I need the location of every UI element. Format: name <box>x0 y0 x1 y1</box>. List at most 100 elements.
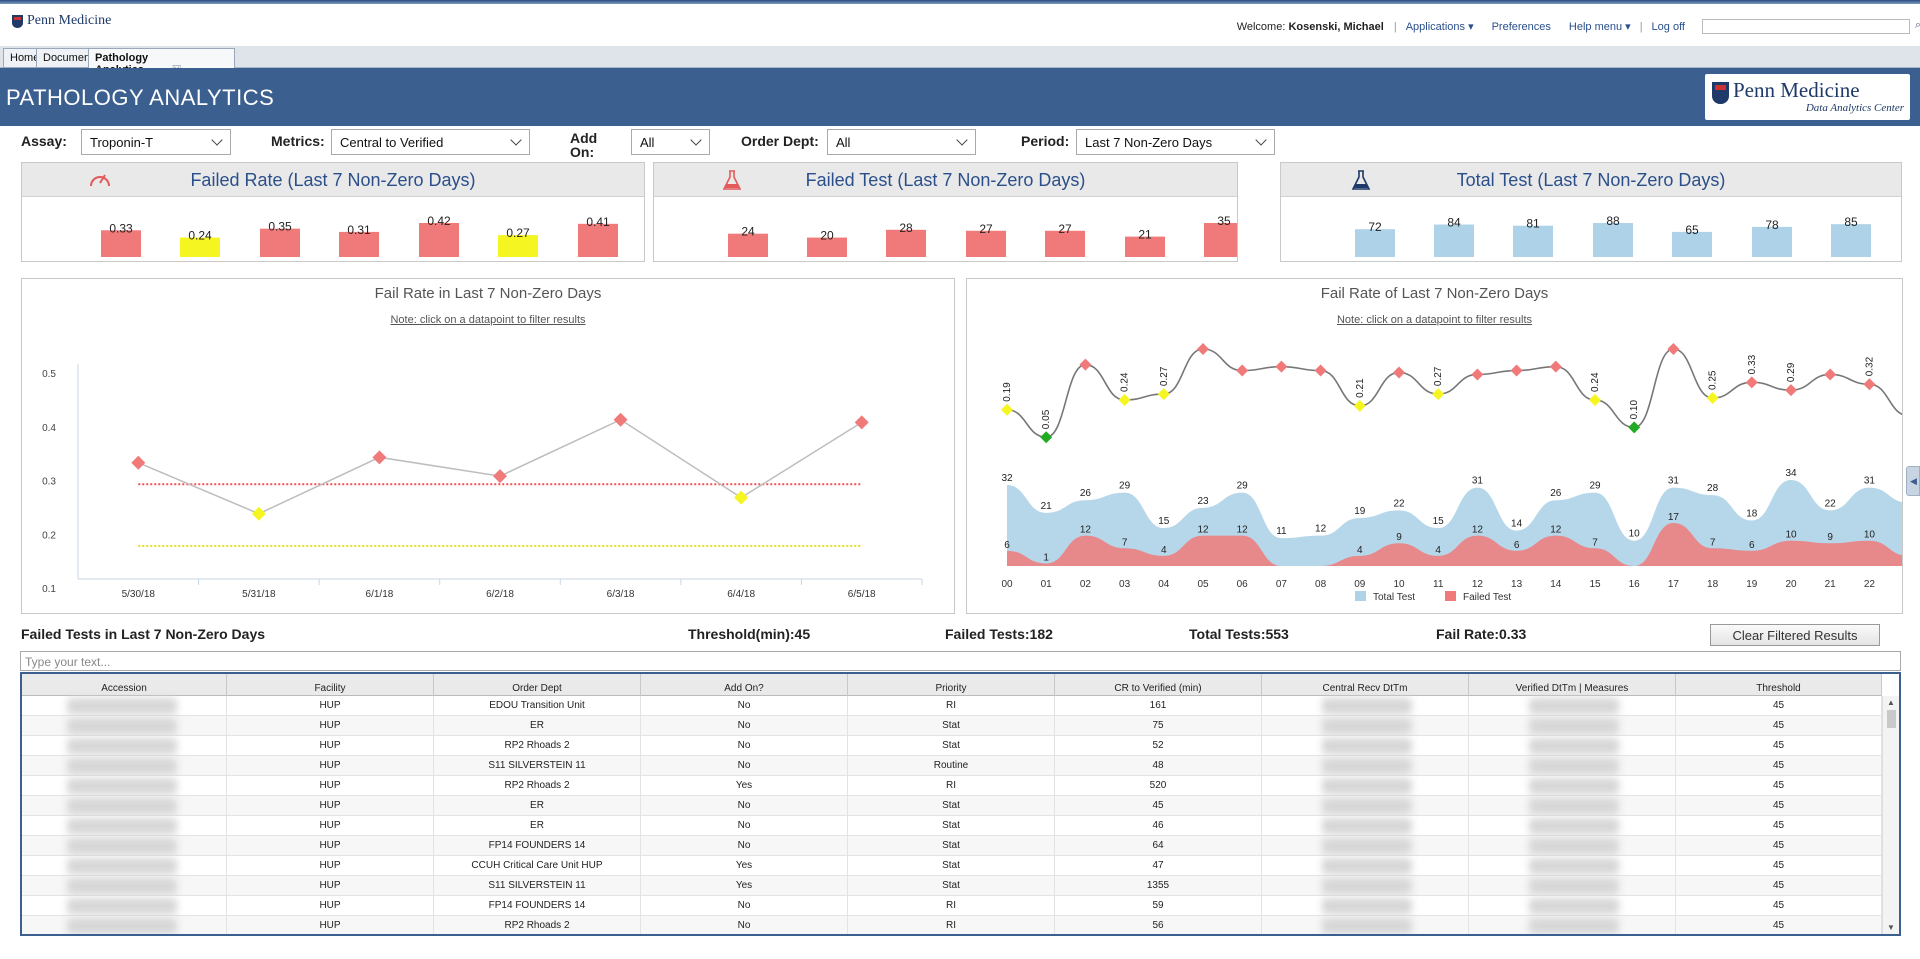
fail-rate-point[interactable] <box>1157 388 1170 401</box>
brand-logo[interactable]: Penn Medicine <box>12 13 111 29</box>
assay-select[interactable]: Troponin-T <box>81 129 231 155</box>
kpi-bar[interactable] <box>1434 224 1474 257</box>
data-point[interactable] <box>734 490 749 505</box>
fail-rate-point[interactable] <box>1079 358 1092 371</box>
fail-rate-point[interactable] <box>1510 364 1523 377</box>
fail-rate-point[interactable] <box>1667 343 1680 355</box>
fail-rate-point[interactable] <box>1785 384 1797 397</box>
column-header[interactable]: CR to Verified (min) <box>1055 674 1262 696</box>
kpi-bar[interactable] <box>578 223 618 257</box>
table-row[interactable]: HUP RP2 Rhoads 2 Yes RI 520 45 <box>22 776 1882 796</box>
fail-rate-point[interactable] <box>1549 360 1562 373</box>
fail-rate-point[interactable] <box>1353 399 1366 412</box>
column-header[interactable]: Facility <box>227 674 434 696</box>
chart-note[interactable]: Note: click on a datapoint to filter res… <box>390 314 586 326</box>
kpi-bar[interactable] <box>498 235 538 257</box>
kpi-bar[interactable] <box>101 230 141 257</box>
kpi-bar[interactable] <box>419 223 459 257</box>
table-search-input[interactable]: Type your text... <box>20 651 1901 671</box>
data-point[interactable] <box>493 469 507 484</box>
fail-rate-point[interactable] <box>1393 366 1405 379</box>
kpi-bar[interactable] <box>728 233 768 257</box>
kpi-bar[interactable] <box>886 229 926 257</box>
search-icon[interactable]: ⌕ <box>1914 19 1920 31</box>
table-row[interactable]: HUP EDOU Transition Unit No RI 161 45 <box>22 696 1882 716</box>
kpi-bar[interactable] <box>339 231 379 257</box>
fail-rate-point[interactable] <box>1471 368 1484 381</box>
kpi-bar[interactable] <box>1045 230 1085 257</box>
column-header[interactable]: Order Dept <box>434 674 641 696</box>
table-row[interactable]: HUP S11 SILVERSTEIN 11 Yes Stat 1355 45 <box>22 876 1882 896</box>
clear-filtered-results-button[interactable]: Clear Filtered Results <box>1710 624 1880 646</box>
tab-pathology-analytics[interactable]: Pathology Analytics⌕▭☒ <box>88 48 235 76</box>
kpi-bar[interactable] <box>1593 223 1633 257</box>
column-header[interactable]: Central Recv DtTm <box>1262 674 1469 696</box>
fail-rate-daily-chart[interactable]: 0.1 0.2 0.3 0.4 0.5 5/30/18 5/31/18 6/1/18 6/2/1… <box>22 279 954 613</box>
kpi-failed-rate[interactable]: Failed Rate (Last 7 Non-Zero Days) 0.33 0… <box>21 162 645 262</box>
fail-rate-point[interactable] <box>1040 431 1053 444</box>
fail-rate-point[interactable] <box>1001 403 1013 416</box>
fail-rate-point[interactable] <box>1275 360 1288 373</box>
scroll-up-icon[interactable]: ▲ <box>1887 698 1895 707</box>
data-point[interactable] <box>372 450 387 465</box>
kpi-bar[interactable] <box>1831 224 1871 257</box>
fail-rate-point[interactable] <box>1236 364 1249 377</box>
metrics-select[interactable]: Central to Verified <box>331 129 530 155</box>
table-row[interactable]: HUP FP14 FOUNDERS 14 No RI 59 45 <box>22 896 1882 916</box>
help-menu[interactable]: Help menu ▾ <box>1568 21 1631 33</box>
kpi-bar[interactable] <box>1204 223 1237 257</box>
preferences-link[interactable]: Preferences <box>1491 20 1551 33</box>
data-point[interactable] <box>613 412 628 427</box>
kpi-bar[interactable] <box>180 237 220 257</box>
chart-note[interactable]: Note: click on a datapoint to filter res… <box>1336 314 1533 326</box>
kpi-total-test[interactable]: Total Test (Last 7 Non-Zero Days) 72 84 81… <box>1280 162 1902 262</box>
fail-rate-point[interactable] <box>1863 378 1876 391</box>
order-dept-select[interactable]: All <box>827 129 976 155</box>
kpi-bar[interactable] <box>1125 236 1165 257</box>
kpi-bar[interactable] <box>966 230 1006 257</box>
kpi-bar-chart[interactable]: 72 84 81 88 65 78 85 <box>1281 197 1901 261</box>
collapse-panel-handle[interactable]: ◀ <box>1906 466 1920 496</box>
applications-menu[interactable]: Applications ▾ <box>1405 21 1474 33</box>
data-point[interactable] <box>131 455 146 470</box>
table-row[interactable]: HUP CCUH Critical Care Unit HUP Yes Stat 47 4… <box>22 856 1882 876</box>
column-header[interactable]: Add On? <box>641 674 848 696</box>
table-row[interactable]: HUP S11 SILVERSTEIN 11 No Routine 48 45 <box>22 756 1882 776</box>
column-header[interactable]: Verified DtTm | Measures <box>1469 674 1676 696</box>
column-header[interactable]: Accession <box>22 674 227 696</box>
kpi-bar[interactable] <box>1672 231 1712 257</box>
table-row[interactable]: HUP RP2 Rhoads 2 No RI 56 45 <box>22 916 1882 934</box>
fail-rate-point[interactable] <box>1628 421 1641 434</box>
kpi-failed-test[interactable]: Failed Test (Last 7 Non-Zero Days) 24 20 2… <box>653 162 1238 262</box>
scroll-down-icon[interactable]: ▼ <box>1887 923 1895 932</box>
table-row[interactable]: HUP ER No Stat 75 45 <box>22 716 1882 736</box>
addon-select[interactable]: All <box>631 129 710 155</box>
column-header[interactable]: Threshold <box>1676 674 1882 696</box>
table-row[interactable]: HUP ER No Stat 45 45 <box>22 796 1882 816</box>
period-select[interactable]: Last 7 Non-Zero Days <box>1076 129 1275 155</box>
table-row[interactable]: HUP RP2 Rhoads 2 No Stat 52 45 <box>22 736 1882 756</box>
column-header[interactable]: Priority <box>848 674 1055 696</box>
global-search-input[interactable]: ⌕ <box>1702 19 1920 34</box>
fail-rate-point[interactable] <box>1824 368 1837 381</box>
kpi-bar[interactable] <box>1355 229 1395 257</box>
kpi-bar-chart[interactable]: 0.33 0.24 0.35 0.31 0.42 0.27 0.41 <box>22 197 644 261</box>
fail-rate-point[interactable] <box>1432 388 1445 401</box>
kpi-bar[interactable] <box>807 237 847 257</box>
kpi-bar-chart[interactable]: 24 20 28 27 27 21 35 <box>654 197 1237 261</box>
scroll-thumb[interactable] <box>1887 710 1896 728</box>
table-row[interactable]: HUP ER No Stat 46 45 <box>22 816 1882 836</box>
fail-rate-point[interactable] <box>1745 376 1758 389</box>
kpi-bar[interactable] <box>1513 225 1553 257</box>
fail-rate-point[interactable] <box>1706 392 1719 404</box>
kpi-bar[interactable] <box>260 228 300 257</box>
kpi-bar[interactable] <box>1752 226 1792 257</box>
fail-rate-point[interactable] <box>1197 343 1209 355</box>
table-row[interactable]: HUP FP14 FOUNDERS 14 No Stat 64 45 <box>22 836 1882 856</box>
fail-rate-point[interactable] <box>1314 364 1327 377</box>
tab-home[interactable]: Home <box>3 48 47 68</box>
data-point[interactable] <box>854 415 869 430</box>
data-point[interactable] <box>251 506 266 521</box>
table-scrollbar[interactable]: ▲ ▼ <box>1882 696 1899 934</box>
